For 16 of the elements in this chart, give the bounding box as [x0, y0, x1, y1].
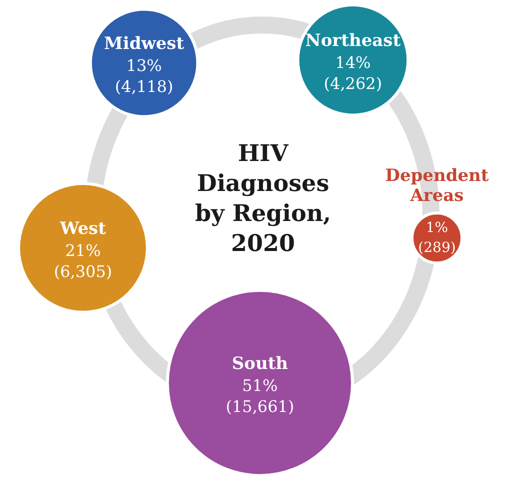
data-label: (15,661) [226, 396, 294, 416]
data-label: (4,262) [324, 74, 382, 94]
data-label: 14% [335, 53, 371, 72]
data-label: 1% [426, 220, 448, 236]
data-label: (4,118) [114, 76, 174, 96]
category-label: Northeast [305, 31, 401, 52]
data-label: (6,305) [54, 262, 112, 281]
category-label: South [232, 354, 288, 374]
text: HIV Diagnoses by Region, 2020 [194, 140, 332, 257]
category-label: Midwest [104, 34, 184, 54]
category-label: Dependent Areas [385, 166, 489, 206]
data-label: 51% [242, 376, 278, 395]
data-label: (289) [418, 240, 456, 256]
data-label: 21% [65, 240, 101, 260]
category-label: West [59, 218, 106, 239]
data-label: 13% [126, 56, 162, 75]
